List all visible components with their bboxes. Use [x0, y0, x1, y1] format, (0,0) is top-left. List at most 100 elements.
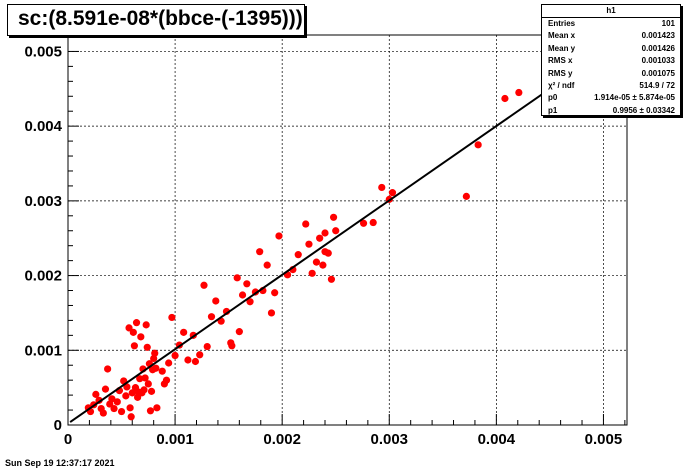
data-point — [233, 274, 241, 282]
data-point — [184, 356, 192, 364]
stats-row-chi2: χ² / ndf 514.9 / 72 — [542, 80, 680, 92]
y-tick-label: 0.004 — [24, 118, 62, 135]
data-point — [158, 367, 166, 375]
data-point — [388, 189, 397, 197]
data-point — [196, 351, 204, 359]
data-point — [122, 392, 130, 400]
data-point — [312, 258, 321, 266]
stats-value: 0.001426 — [641, 43, 675, 53]
data-point — [162, 376, 171, 384]
y-tick-label: 0.002 — [24, 268, 62, 285]
data-point — [378, 183, 386, 192]
stats-row-mean-y: Mean y 0.001426 — [542, 43, 680, 55]
stats-label: RMS x — [548, 56, 573, 66]
fit-line-group — [69, 35, 626, 423]
data-point — [462, 192, 470, 200]
stats-value: 514.9 / 72 — [639, 80, 675, 90]
stats-label: p0 — [548, 93, 558, 103]
y-tick-label: 0.001 — [24, 342, 62, 359]
data-point — [113, 398, 121, 406]
data-point — [171, 351, 179, 360]
data-point — [126, 404, 134, 412]
data-point — [235, 328, 243, 336]
data-point — [180, 328, 188, 336]
stats-label: Entries — [548, 19, 576, 28]
data-point — [275, 232, 283, 240]
timestamp-footer: Sun Sep 19 12:37:17 2021 — [5, 458, 115, 468]
stats-label: RMS y — [548, 68, 573, 78]
plot-frame — [67, 34, 628, 426]
stats-value: 0.001033 — [641, 56, 675, 66]
data-point — [132, 319, 141, 327]
data-point — [137, 333, 145, 341]
chart-title: sc:(8.591e-08*(bbce-(-1395))) — [18, 7, 303, 30]
data-point — [141, 374, 149, 382]
data-point — [127, 413, 135, 421]
data-point — [92, 390, 100, 398]
chart-title-box: sc:(8.591e-08*(bbce-(-1395))) — [7, 4, 305, 36]
stats-value: 0.001423 — [641, 31, 675, 41]
data-point — [200, 281, 208, 289]
x-tick-label: 0.002 — [263, 431, 301, 448]
data-point — [515, 88, 523, 97]
y-tick-label: 0 — [54, 417, 62, 434]
data-point — [144, 380, 152, 388]
data-point — [125, 324, 133, 332]
stats-label: Mean y — [548, 43, 576, 53]
y-tick-label: 0.003 — [24, 193, 62, 210]
data-point — [207, 313, 216, 321]
x-tick-label: 0.004 — [478, 431, 516, 448]
y-tick-label: 0.005 — [24, 43, 62, 60]
data-point — [243, 280, 251, 288]
data-point — [191, 357, 200, 366]
data-point — [294, 251, 302, 259]
stats-value: 0.9956 ± 0.03342 — [612, 105, 675, 115]
data-point — [238, 291, 247, 299]
stats-row-rms-y: RMS y 0.001075 — [542, 68, 680, 80]
data-point — [305, 240, 313, 248]
data-point — [302, 220, 310, 228]
data-point — [108, 395, 116, 403]
data-point — [321, 229, 329, 237]
stats-title: h1 — [542, 5, 680, 18]
data-point — [271, 289, 279, 297]
data-point — [321, 248, 329, 256]
data-point — [136, 375, 144, 383]
data-point — [140, 386, 148, 394]
stats-box: h1 Entries 101 Mean x 0.001423 Mean y 0.… — [541, 4, 681, 116]
stats-row-mean-x: Mean x 0.001423 — [542, 30, 680, 42]
stats-value: 1.914e-05 ± 5.874e-05 — [594, 93, 675, 103]
data-point — [151, 349, 159, 357]
data-point — [147, 387, 156, 395]
data-point — [152, 364, 160, 372]
data-point — [117, 407, 126, 416]
x-tick-label: 0 — [64, 431, 72, 448]
stats-row-entries: Entries 101 — [542, 18, 680, 30]
data-point — [228, 342, 236, 350]
data-point — [129, 328, 137, 336]
grid-lines — [68, 35, 627, 425]
data-point — [168, 313, 176, 322]
data-point — [474, 141, 482, 149]
data-point — [142, 321, 150, 329]
data-point — [501, 94, 509, 103]
x-tick-label: 0.003 — [370, 431, 408, 448]
data-point — [256, 248, 264, 256]
data-point — [369, 218, 377, 227]
data-point — [212, 297, 220, 305]
data-point — [153, 404, 161, 412]
data-point — [327, 275, 336, 283]
fit-line — [69, 35, 626, 423]
data-point — [203, 342, 211, 351]
data-point — [246, 298, 254, 306]
axis-ticks — [67, 35, 626, 426]
stats-row-rms-x: RMS x 0.001033 — [542, 55, 680, 67]
data-point — [99, 409, 107, 417]
data-point — [101, 385, 110, 393]
data-point — [143, 343, 151, 351]
data-point — [316, 234, 324, 242]
data-point — [128, 389, 136, 397]
data-point — [146, 407, 155, 415]
stats-value: 0.001075 — [641, 68, 675, 78]
data-point — [267, 309, 276, 317]
